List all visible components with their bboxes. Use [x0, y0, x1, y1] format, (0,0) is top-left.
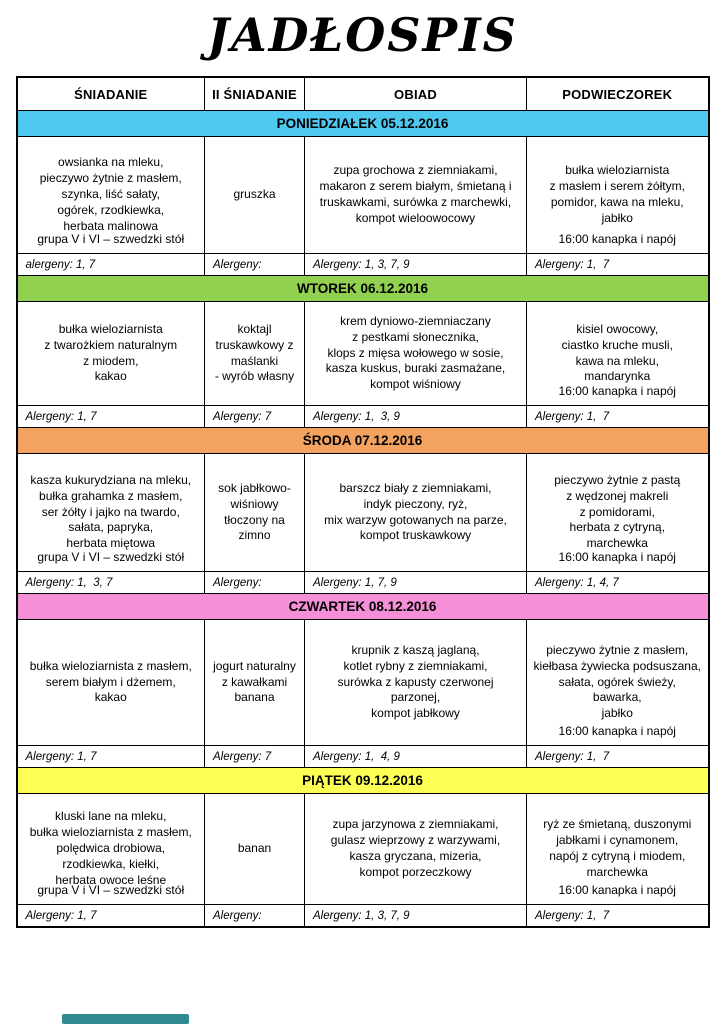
allergens-lunch: Alergeny: 1, 7, 9	[304, 571, 527, 594]
allergens-snack: Alergeny: 1, 7	[526, 745, 709, 768]
allergens-breakfast: Alergeny: 1, 7	[16, 745, 205, 768]
second-breakfast-items: koktajl truskawkowy z maślanki - wyrób w…	[214, 321, 295, 384]
day-header-row-friday: PIĄTEK 09.12.2016	[16, 767, 709, 794]
second-breakfast-cell: jogurt naturalny z kawałkami banana	[204, 619, 305, 746]
breakfast-cell: kluski lane na mleku, bułka wieloziarnis…	[16, 793, 205, 905]
day-content-row-monday: owsianka na mleku, pieczywo żytnie z mas…	[16, 136, 709, 254]
allergens-second-breakfast: Alergeny: 7	[204, 745, 305, 768]
allergens-row-tuesday: Alergeny: 1, 7 Alergeny: 7 Alergeny: 1, …	[16, 405, 709, 428]
day-content-row-wednesday: kasza kukurydziana na mleku, bułka graha…	[16, 453, 709, 572]
allergens-lunch: Alergeny: 1, 3, 9	[304, 405, 527, 428]
second-breakfast-cell: banan	[204, 793, 305, 905]
column-header-second-breakfast: II ŚNIADANIE	[204, 76, 305, 111]
second-breakfast-items: banan	[237, 841, 272, 856]
day-header-row-tuesday: WTOREK 06.12.2016	[16, 275, 709, 302]
snack-items: pieczywo żytnie z pastą z wędzonej makre…	[554, 472, 681, 551]
day-content-row-friday: kluski lane na mleku, bułka wieloziarnis…	[16, 793, 709, 905]
allergens-second-breakfast: Alergeny:	[204, 253, 305, 276]
allergens-lunch: Alergeny: 1, 3, 7, 9	[304, 904, 527, 928]
allergens-row-friday: Alergeny: 1, 7 Alergeny: Alergeny: 1, 3,…	[16, 904, 709, 928]
breakfast-note: grupa V i VI – szwedzki stół	[37, 883, 185, 898]
column-header-row: ŚNIADANIE II ŚNIADANIE OBIAD PODWIECZORE…	[16, 76, 709, 111]
allergens-breakfast: alergeny: 1, 7	[16, 253, 205, 276]
day-content-row-tuesday: bułka wieloziarnista z twarożkiem natura…	[16, 301, 709, 406]
breakfast-items: kluski lane na mleku, bułka wieloziarnis…	[29, 809, 192, 887]
snack-items: pieczywo żytnie z masłem, kiełbasa żywie…	[533, 642, 701, 721]
lunch-items: krem dyniowo-ziemniaczany z pestkami sło…	[325, 313, 506, 392]
snack-note: 16:00 kanapka i napój	[558, 724, 676, 739]
snack-items: bułka wieloziarnista z masłem i serem żó…	[549, 163, 685, 225]
allergens-second-breakfast: Alergeny: 7	[204, 405, 305, 428]
day-header-row-thursday: CZWARTEK 08.12.2016	[16, 593, 709, 620]
allergens-breakfast: Alergeny: 1, 3, 7	[16, 571, 205, 594]
lunch-cell: barszcz biały z ziemniakami, indyk piecz…	[304, 453, 527, 572]
footer-accent-bar	[62, 1014, 189, 1024]
snack-cell: pieczywo żytnie z pastą z wędzonej makre…	[526, 453, 709, 572]
allergens-row-wednesday: Alergeny: 1, 3, 7 Alergeny: Alergeny: 1,…	[16, 571, 709, 594]
allergens-lunch: Alergeny: 1, 3, 7, 9	[304, 253, 527, 276]
second-breakfast-cell: sok jabłkowo- wiśniowy tłoczony na zimno	[204, 453, 305, 572]
allergens-second-breakfast: Alergeny:	[204, 571, 305, 594]
breakfast-cell: kasza kukurydziana na mleku, bułka graha…	[16, 453, 205, 572]
second-breakfast-items: sok jabłkowo- wiśniowy tłoczony na zimno	[218, 480, 291, 543]
allergens-snack: Alergeny: 1, 7	[526, 253, 709, 276]
page-title: JADŁOSPIS	[207, 8, 518, 62]
allergens-breakfast: Alergeny: 1, 7	[16, 904, 205, 928]
allergens-breakfast: Alergeny: 1, 7	[16, 405, 205, 428]
second-breakfast-items: gruszka	[233, 187, 276, 202]
lunch-cell: krupnik z kaszą jaglaną, kotlet rybny z …	[304, 619, 527, 746]
lunch-cell: zupa grochowa z ziemniakami, makaron z s…	[304, 136, 527, 254]
breakfast-cell: bułka wieloziarnista z masłem, serem bia…	[16, 619, 205, 746]
breakfast-cell: bułka wieloziarnista z twarożkiem natura…	[16, 301, 205, 406]
day-header-friday: PIĄTEK 09.12.2016	[16, 767, 709, 794]
snack-cell: pieczywo żytnie z masłem, kiełbasa żywie…	[526, 619, 709, 746]
snack-items: kisiel owocowy, ciastko kruche musli, ka…	[561, 321, 673, 384]
lunch-items: zupa jarzynowa z ziemniakami, gulasz wie…	[330, 817, 501, 879]
second-breakfast-cell: gruszka	[204, 136, 305, 254]
column-header-breakfast: ŚNIADANIE	[16, 76, 205, 111]
allergens-row-monday: alergeny: 1, 7 Alergeny: Alergeny: 1, 3,…	[16, 253, 709, 276]
day-header-monday: PONIEDZIAŁEK 05.12.2016	[16, 110, 709, 137]
lunch-items: zupa grochowa z ziemniakami, makaron z s…	[319, 163, 512, 225]
second-breakfast-cell: koktajl truskawkowy z maślanki - wyrób w…	[204, 301, 305, 406]
breakfast-items: bułka wieloziarnista z masłem, serem bia…	[29, 658, 192, 705]
snack-cell: bułka wieloziarnista z masłem i serem żó…	[526, 136, 709, 254]
day-header-wednesday: ŚRODA 07.12.2016	[16, 427, 709, 454]
allergens-row-thursday: Alergeny: 1, 7 Alergeny: 7 Alergeny: 1, …	[16, 745, 709, 768]
day-header-thursday: CZWARTEK 08.12.2016	[16, 593, 709, 620]
snack-note: 16:00 kanapka i napój	[558, 384, 676, 399]
day-header-tuesday: WTOREK 06.12.2016	[16, 275, 709, 302]
breakfast-note: grupa V i VI – szwedzki stół	[37, 232, 185, 247]
allergens-snack: Alergeny: 1, 4, 7	[526, 571, 709, 594]
day-header-row-wednesday: ŚRODA 07.12.2016	[16, 427, 709, 454]
snack-cell: kisiel owocowy, ciastko kruche musli, ka…	[526, 301, 709, 406]
lunch-items: krupnik z kaszą jaglaną, kotlet rybny z …	[337, 642, 494, 721]
second-breakfast-items: jogurt naturalny z kawałkami banana	[213, 658, 296, 705]
day-content-row-thursday: bułka wieloziarnista z masłem, serem bia…	[16, 619, 709, 746]
breakfast-cell: owsianka na mleku, pieczywo żytnie z mas…	[16, 136, 205, 254]
breakfast-items: bułka wieloziarnista z twarożkiem natura…	[44, 321, 178, 384]
snack-note: 16:00 kanapka i napój	[558, 550, 676, 565]
menu-table: ŚNIADANIE II ŚNIADANIE OBIAD PODWIECZORE…	[15, 76, 710, 928]
allergens-snack: Alergeny: 1, 7	[526, 904, 709, 928]
lunch-cell: krem dyniowo-ziemniaczany z pestkami sło…	[304, 301, 527, 406]
breakfast-note: grupa V i VI – szwedzki stół	[37, 550, 185, 565]
snack-cell: ryż ze śmietaną, duszonymi jabłkami i cy…	[526, 793, 709, 905]
snack-items: ryż ze śmietaną, duszonymi jabłkami i cy…	[543, 817, 692, 879]
column-header-snack: PODWIECZOREK	[526, 76, 709, 111]
lunch-cell: zupa jarzynowa z ziemniakami, gulasz wie…	[304, 793, 527, 905]
allergens-second-breakfast: Alergeny:	[204, 904, 305, 928]
allergens-snack: Alergeny: 1, 7	[526, 405, 709, 428]
day-header-row-monday: PONIEDZIAŁEK 05.12.2016	[16, 110, 709, 137]
snack-note: 16:00 kanapka i napój	[558, 883, 676, 898]
lunch-items: barszcz biały z ziemniakami, indyk piecz…	[324, 480, 507, 543]
breakfast-items: kasza kukurydziana na mleku, bułka graha…	[30, 472, 192, 551]
breakfast-items: owsianka na mleku, pieczywo żytnie z mas…	[39, 155, 182, 233]
snack-note: 16:00 kanapka i napój	[558, 232, 676, 247]
allergens-lunch: Alergeny: 1, 4, 9	[304, 745, 527, 768]
column-header-lunch: OBIAD	[304, 76, 527, 111]
